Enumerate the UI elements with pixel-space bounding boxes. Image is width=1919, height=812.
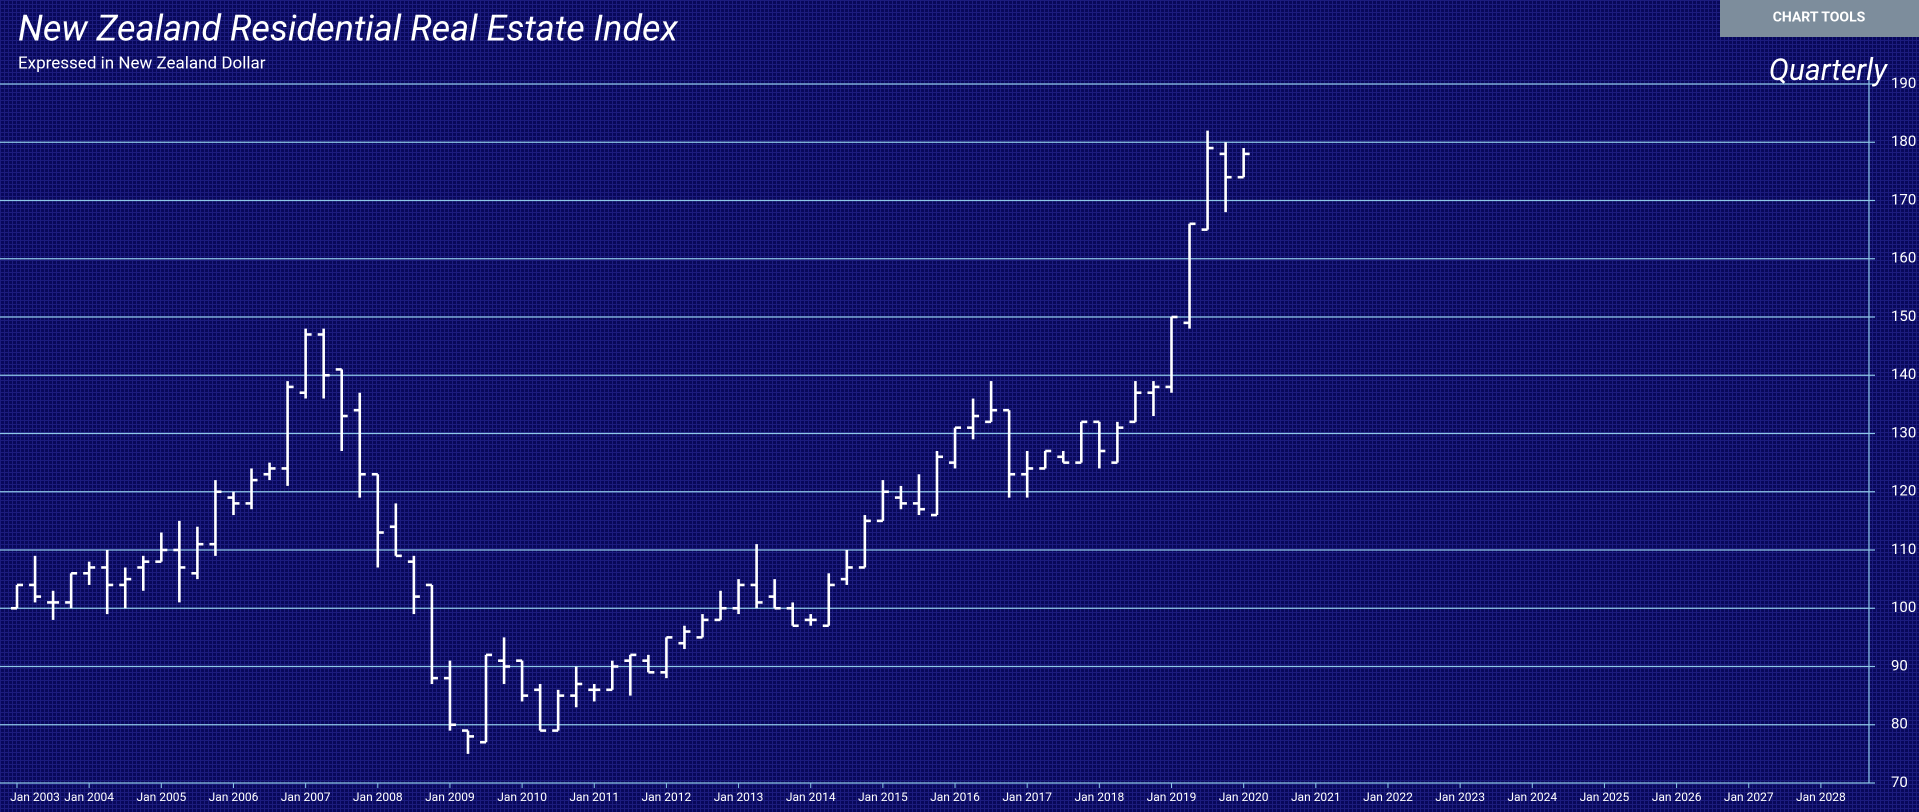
x-tick-label: Jan 2024 bbox=[1507, 790, 1557, 804]
y-tick-label: 150 bbox=[1891, 307, 1916, 325]
x-tick-label: Jan 2017 bbox=[1002, 790, 1052, 804]
bars bbox=[11, 130, 1250, 754]
x-tick-label: Jan 2022 bbox=[1363, 790, 1413, 804]
x-tick-label: Jan 2013 bbox=[714, 790, 764, 804]
x-tick-label: Jan 2023 bbox=[1435, 790, 1485, 804]
x-tick-label: Jan 2005 bbox=[136, 790, 186, 804]
x-tick-label: Jan 2008 bbox=[353, 790, 403, 804]
x-tick-label: Jan 2015 bbox=[858, 790, 908, 804]
chart-tools-label[interactable]: CHART TOOLS bbox=[1773, 10, 1866, 26]
x-tick-label: Jan 2028 bbox=[1796, 790, 1846, 804]
y-tick-label: 70 bbox=[1891, 773, 1908, 791]
y-tick-label: 120 bbox=[1891, 482, 1916, 500]
x-tick-label: Jan 2004 bbox=[64, 790, 114, 804]
grid: 70 80 90 100 110 120 130 140 150 160 170 180 190 Jan … bbox=[0, 74, 1916, 804]
x-tick-label: Jan 2007 bbox=[281, 790, 331, 804]
frequency-label: Quarterly bbox=[1769, 53, 1888, 88]
x-tick-label: Jan 2012 bbox=[642, 790, 692, 804]
y-tick-label: 130 bbox=[1891, 423, 1916, 441]
chart-subtitle: Expressed in New Zealand Dollar bbox=[18, 53, 266, 73]
chart-tools-button[interactable] bbox=[1720, 0, 1919, 37]
x-tick-label: Jan 2026 bbox=[1652, 790, 1702, 804]
y-tick-label: 80 bbox=[1891, 715, 1908, 733]
y-tick-label: 180 bbox=[1891, 132, 1916, 150]
x-tick-label: Jan 2014 bbox=[786, 790, 836, 804]
y-tick-label: 100 bbox=[1891, 598, 1916, 616]
x-tick-label: Jan 2019 bbox=[1147, 790, 1197, 804]
y-tick-label: 90 bbox=[1891, 656, 1908, 674]
y-tick-label: 110 bbox=[1891, 540, 1916, 558]
x-tick-label: Jan 2009 bbox=[425, 790, 475, 804]
x-tick-label: Jan 2010 bbox=[497, 790, 547, 804]
x-tick-label: Jan 2003 bbox=[10, 790, 60, 804]
x-tick-label: Jan 2016 bbox=[930, 790, 980, 804]
x-tick-label: Jan 2006 bbox=[209, 790, 259, 804]
chart-title: New Zealand Residential Real Estate Inde… bbox=[18, 8, 679, 50]
y-tick-label: 190 bbox=[1891, 74, 1916, 92]
y-tick-label: 140 bbox=[1891, 365, 1916, 383]
x-tick-label: Jan 2025 bbox=[1580, 790, 1630, 804]
x-tick-label: Jan 2020 bbox=[1219, 790, 1269, 804]
y-tick-label: 170 bbox=[1891, 190, 1916, 208]
x-tick-label: Jan 2021 bbox=[1291, 790, 1341, 804]
x-tick-label: Jan 2027 bbox=[1724, 790, 1774, 804]
x-tick-label: Jan 2018 bbox=[1074, 790, 1124, 804]
x-tick-label: Jan 2011 bbox=[569, 790, 619, 804]
y-tick-label: 160 bbox=[1891, 249, 1916, 267]
